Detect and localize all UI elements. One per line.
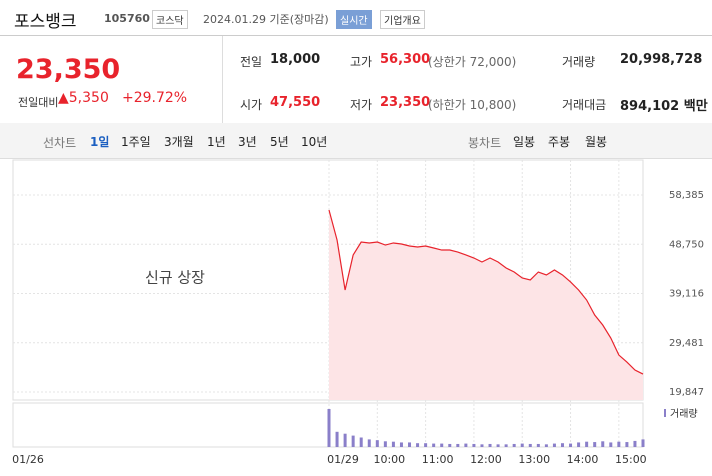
volume-bar	[432, 443, 436, 447]
stat-value: 18,000	[270, 52, 321, 67]
x-tick-label: 15:00	[615, 453, 647, 466]
annotation: 신규 상장	[145, 269, 205, 287]
stat-label: 거래대금	[562, 98, 607, 112]
volume-bar	[569, 443, 573, 447]
stat-value: 56,300	[380, 52, 431, 67]
volume-bar	[601, 441, 605, 447]
volume-bar	[496, 444, 500, 447]
volume-bar	[351, 435, 355, 447]
stat-value: 894,102 백만	[620, 99, 708, 114]
x-tick-label: 11:00	[422, 453, 454, 466]
volume-bar	[343, 433, 347, 447]
volume-bar	[512, 443, 516, 447]
plot-frame	[12, 159, 644, 401]
y-tick-label: 58,385	[669, 190, 704, 201]
volume-bar	[335, 431, 339, 447]
volume-bar	[375, 440, 379, 447]
volume-bar	[609, 442, 613, 447]
price-area	[329, 210, 643, 400]
volume-bar	[456, 443, 460, 447]
x-tick-label: 13:00	[518, 453, 550, 466]
stock-name: 포스뱅크	[14, 12, 77, 32]
volume-bar	[520, 443, 524, 447]
x-tick-label: 12:00	[470, 453, 502, 466]
stat-value: 23,350	[380, 95, 431, 110]
y-tick-label: 29,481	[669, 338, 704, 349]
volume-bar	[560, 443, 564, 447]
volume-bar	[327, 409, 331, 447]
volume-bar	[480, 444, 484, 447]
stat-label: 거래량	[562, 55, 596, 69]
y-tick-label: 39,116	[669, 289, 704, 300]
volume-bar	[464, 443, 468, 447]
volume-bar	[641, 439, 645, 447]
volume-bar	[488, 443, 492, 447]
price-line	[328, 209, 644, 375]
change-pct: +29.72%	[122, 90, 188, 106]
volume-bar	[424, 443, 428, 447]
period-tab[interactable]: 3년	[238, 135, 257, 149]
price: 23,350	[16, 54, 121, 85]
stat-value: 47,550	[270, 95, 321, 110]
date: 2024.01.29 기준(장마감)	[203, 13, 329, 26]
stat-label: 저가	[350, 98, 373, 112]
stat-extra: (하한가 10,800)	[428, 98, 517, 112]
volume-legend-swatch	[664, 409, 666, 417]
volume-bar	[367, 439, 371, 447]
stat-label: 고가	[350, 55, 373, 69]
volume-bar	[408, 442, 412, 447]
volume-bar	[528, 443, 532, 447]
volume-legend: 거래량	[670, 408, 698, 420]
change: ▲5,350	[58, 90, 109, 106]
volume-bar	[448, 443, 452, 447]
volume-bar	[633, 440, 637, 447]
tab-bar	[0, 123, 712, 159]
period-tab[interactable]: 10년	[301, 135, 328, 149]
stat-value: 20,998,728	[620, 52, 703, 67]
volume-bar	[383, 441, 387, 447]
period-tab[interactable]: 1년	[207, 135, 226, 149]
volume-bar	[416, 443, 420, 447]
candle-tab[interactable]: 주봉	[548, 135, 571, 149]
volume-bar	[593, 442, 597, 447]
volume-bar	[544, 444, 548, 447]
volume-bar	[504, 444, 508, 447]
y-tick-label: 48,750	[669, 239, 704, 250]
period-tab[interactable]: 3개월	[164, 135, 194, 149]
stat-extra: (상한가 72,000)	[428, 55, 517, 69]
line-chart-label: 선차트	[43, 136, 77, 150]
x-tick-label: 01/29	[327, 453, 359, 466]
divider	[222, 36, 223, 123]
volume-bar	[552, 443, 556, 447]
volume-bar	[399, 442, 403, 447]
period-tab[interactable]: 1일	[90, 135, 110, 149]
x-tick-label: 14:00	[567, 453, 599, 466]
stat-label: 전일	[240, 55, 263, 69]
volume-bar	[577, 442, 581, 447]
y-tick-label: 19,847	[669, 387, 704, 398]
volume-bar	[440, 443, 444, 447]
volume-bar	[536, 443, 540, 447]
volume-bar	[625, 442, 629, 447]
x-tick-label: 10:00	[373, 453, 405, 466]
volume-bar	[472, 443, 476, 447]
stock-code: 105760	[104, 12, 150, 25]
volume-bar	[585, 441, 589, 447]
company-info-dropdown[interactable]: 기업개요	[380, 10, 425, 29]
volume-bar	[359, 437, 363, 447]
volume-bar	[617, 441, 621, 447]
candle-tab[interactable]: 월봉	[585, 135, 608, 149]
candle-tab[interactable]: 일봉	[513, 135, 536, 149]
x-tick-label: 01/26	[12, 453, 44, 466]
realtime-button[interactable]: 실시간	[336, 10, 372, 29]
change-label: 전일대비	[18, 96, 59, 109]
period-tab[interactable]: 1주일	[121, 135, 151, 149]
volume-bar	[391, 441, 395, 447]
candle-chart-label: 봉차트	[468, 136, 502, 150]
period-tab[interactable]: 5년	[270, 135, 289, 149]
stat-label: 시가	[240, 98, 263, 112]
market-badge: 코스닥	[152, 10, 188, 29]
